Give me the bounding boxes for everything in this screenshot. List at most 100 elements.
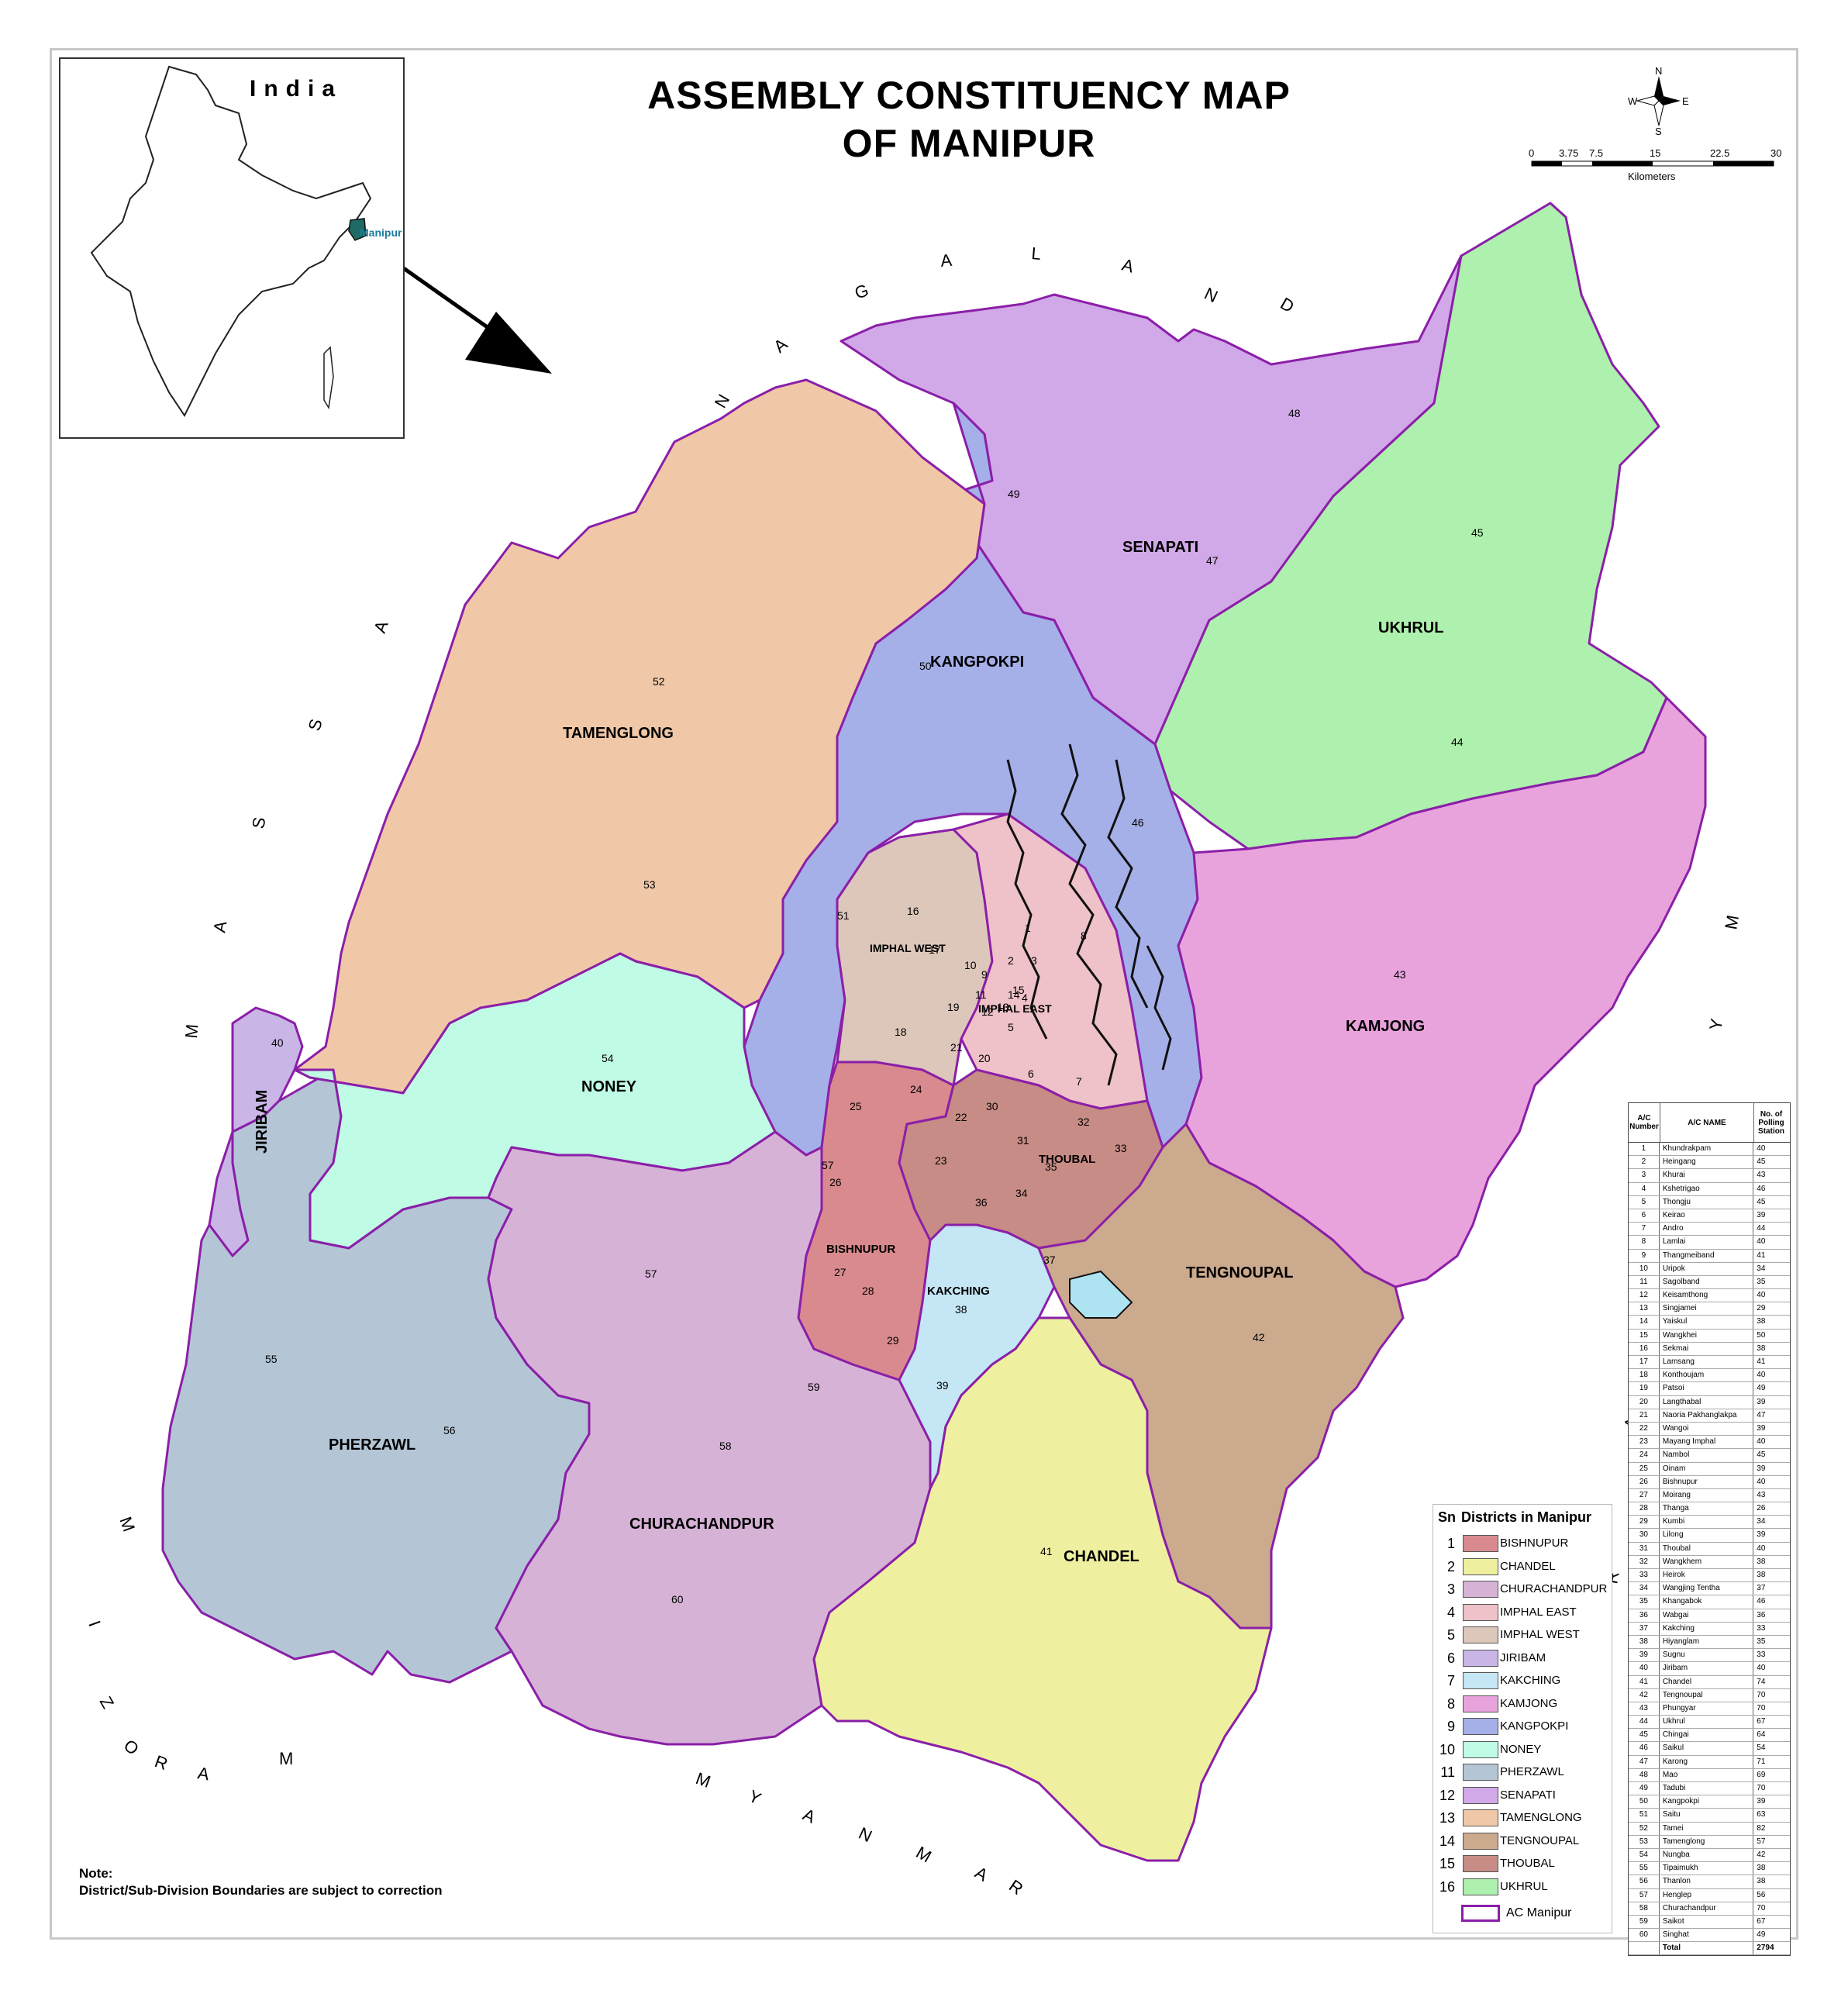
ac-number-label: 28 bbox=[862, 1285, 874, 1297]
table-cell-number: 11 bbox=[1629, 1275, 1660, 1289]
table-cell-number: 47 bbox=[1629, 1755, 1660, 1768]
legend-item-name: SENAPATI bbox=[1500, 1788, 1556, 1802]
table-cell-number: 48 bbox=[1629, 1768, 1660, 1781]
legend-item-swatch bbox=[1463, 1718, 1498, 1735]
legend-title: Districts in Manipur bbox=[1461, 1509, 1592, 1525]
table-cell-number: 1 bbox=[1629, 1143, 1660, 1156]
table-cell-polling: 33 bbox=[1757, 1623, 1766, 1633]
legend-item: 15 THOUBAL bbox=[1433, 1853, 1612, 1875]
ac-number-label: 36 bbox=[975, 1196, 988, 1209]
table-row: 38 Hiyanglam 35 bbox=[1629, 1635, 1790, 1650]
note-line1: Note: bbox=[79, 1866, 113, 1881]
table-cell-number: 12 bbox=[1629, 1289, 1660, 1302]
legend-item: 16 UKHRUL bbox=[1433, 1876, 1612, 1899]
table-cell-name: Tamei bbox=[1660, 1822, 1754, 1835]
table-cell-name: Naoria Pakhanglakpa bbox=[1660, 1409, 1754, 1422]
mizoram-letter: A bbox=[196, 1763, 211, 1784]
myanmar-east-letter: Y bbox=[1705, 1017, 1726, 1032]
district-legend: Sn Districts in Manipur 1 BISHNUPUR 2 CHAND… bbox=[1433, 1504, 1612, 1933]
legend-item-name: NONEY bbox=[1500, 1742, 1542, 1756]
legend-item-swatch bbox=[1463, 1832, 1498, 1850]
table-cell-number: 7 bbox=[1629, 1223, 1660, 1236]
table-row: 24 Nambol 45 bbox=[1629, 1449, 1790, 1463]
table-cell-number: 6 bbox=[1629, 1209, 1660, 1223]
table-cell-name: Wangkhem bbox=[1660, 1555, 1754, 1568]
table-cell-number: 26 bbox=[1629, 1475, 1660, 1488]
legend-item-swatch bbox=[1463, 1626, 1498, 1643]
ac-number-label: 40 bbox=[271, 1036, 284, 1049]
table-row: 22 Wangoi 39 bbox=[1629, 1422, 1790, 1437]
ac-number-label: 41 bbox=[1040, 1545, 1053, 1557]
table-row: 15 Wangkhei 50 bbox=[1629, 1329, 1790, 1343]
map-title-line2: OF MANIPUR bbox=[842, 122, 1096, 165]
ac-number-label: 21 bbox=[950, 1041, 963, 1054]
ac-number-label: 46 bbox=[1132, 816, 1144, 829]
table-cell-name: Singjamei bbox=[1660, 1302, 1754, 1316]
table-cell-polling: 40 bbox=[1757, 1437, 1766, 1447]
table-cell-polling: 36 bbox=[1757, 1610, 1766, 1619]
table-row: 6 Keirao 39 bbox=[1629, 1209, 1790, 1223]
map-title: ASSEMBLY CONSTITUENCY MAP OF MANIPUR bbox=[543, 71, 1395, 167]
compass-s: S bbox=[1655, 126, 1662, 135]
ac-number-label: 6 bbox=[1028, 1067, 1034, 1080]
table-cell-name: Heirok bbox=[1660, 1569, 1754, 1582]
table-cell-number: 28 bbox=[1629, 1502, 1660, 1516]
table-cell-number: 15 bbox=[1629, 1329, 1660, 1342]
table-cell-polling: 26 bbox=[1757, 1504, 1766, 1513]
table-row: 23 Mayang Imphal 40 bbox=[1629, 1436, 1790, 1450]
table-row: 4 Kshetrigao 46 bbox=[1629, 1182, 1790, 1196]
nagaland-letter: A bbox=[770, 334, 791, 357]
mizoram-letter: M bbox=[279, 1749, 293, 1768]
table-cell-number: 27 bbox=[1629, 1488, 1660, 1502]
table-cell-polling: 34 bbox=[1757, 1517, 1766, 1526]
legend-item-number: 13 bbox=[1439, 1810, 1455, 1826]
ac-number-label: 9 bbox=[981, 968, 988, 981]
table-cell-polling: 43 bbox=[1757, 1171, 1766, 1180]
table-cell-name: Ukhrul bbox=[1660, 1716, 1754, 1729]
table-cell-number: 23 bbox=[1629, 1436, 1660, 1449]
table-cell-name: Thanlon bbox=[1660, 1875, 1754, 1888]
legend-item-name: CHANDEL bbox=[1500, 1559, 1556, 1573]
table-cell-name: Henglep bbox=[1660, 1888, 1754, 1902]
table-cell-number: 31 bbox=[1629, 1542, 1660, 1555]
table-row: 26 Bishnupur 40 bbox=[1629, 1475, 1790, 1489]
legend-item: 12 SENAPATI bbox=[1433, 1785, 1612, 1807]
table-cell-number: 52 bbox=[1629, 1822, 1660, 1835]
table-cell-polling: 67 bbox=[1757, 1717, 1766, 1726]
lake bbox=[1069, 1270, 1133, 1319]
table-cell-name: Patsoi bbox=[1660, 1382, 1754, 1395]
map-label-imphal-east: IMPHAL EAST bbox=[978, 1002, 1052, 1015]
map-label-bishnupur: BISHNUPUR bbox=[826, 1243, 895, 1256]
table-cell-number: 35 bbox=[1629, 1595, 1660, 1609]
table-cell-number: 25 bbox=[1629, 1462, 1660, 1475]
table-cell-name: Wangoi bbox=[1660, 1422, 1754, 1436]
mizoram-letter: M bbox=[116, 1514, 139, 1534]
legend-ac-label: AC Manipur bbox=[1506, 1906, 1572, 1919]
table-cell-name: Thangmeiband bbox=[1660, 1249, 1754, 1262]
table-cell-polling: 44 bbox=[1757, 1224, 1766, 1233]
table-row: 58 Churachandpur 70 bbox=[1629, 1902, 1790, 1916]
table-total-row: Total 2794 bbox=[1629, 1942, 1790, 1956]
map-note: Note: District/Sub-Division Boundaries a… bbox=[79, 1865, 443, 1899]
legend-item-name: TAMENGLONG bbox=[1500, 1811, 1582, 1824]
table-cell-name: Karong bbox=[1660, 1755, 1754, 1768]
map-label-thoubal: THOUBAL bbox=[1039, 1153, 1095, 1166]
legend-item-number: 14 bbox=[1439, 1833, 1455, 1849]
table-cell-polling: 63 bbox=[1757, 1810, 1766, 1819]
ac-number-label: 14 bbox=[1008, 988, 1020, 1001]
table-cell-polling: 39 bbox=[1757, 1423, 1766, 1433]
table-cell-name: Tengnoupal bbox=[1660, 1688, 1754, 1702]
assam-letter: S bbox=[305, 717, 326, 733]
table-cell-number: 13 bbox=[1629, 1302, 1660, 1316]
legend-item-swatch bbox=[1463, 1603, 1498, 1621]
ac-number-label: 25 bbox=[850, 1100, 862, 1112]
table-row: 27 Moirang 43 bbox=[1629, 1488, 1790, 1503]
table-cell-number: 9 bbox=[1629, 1249, 1660, 1262]
ac-number-label: 23 bbox=[935, 1154, 947, 1167]
legend-item-name: KANGPOKPI bbox=[1500, 1719, 1569, 1733]
table-cell-number: 32 bbox=[1629, 1555, 1660, 1568]
legend-item-number: 3 bbox=[1446, 1581, 1455, 1597]
legend-item: 2 CHANDEL bbox=[1433, 1556, 1612, 1578]
table-cell-polling: 35 bbox=[1757, 1637, 1766, 1646]
legend-item-swatch bbox=[1463, 1672, 1498, 1689]
